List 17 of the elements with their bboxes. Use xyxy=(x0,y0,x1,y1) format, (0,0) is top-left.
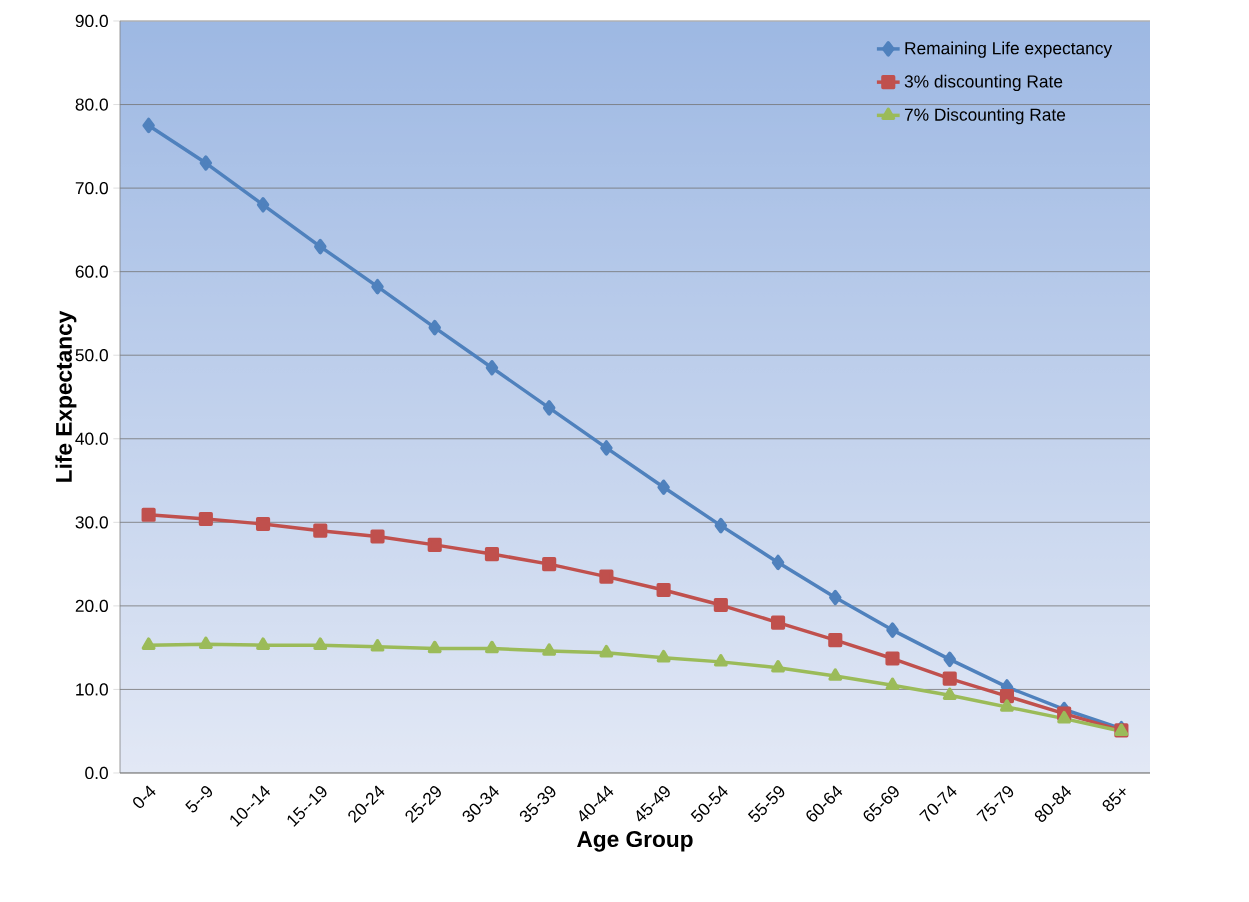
x-tick-label: 5--9 xyxy=(185,786,213,813)
y-tick-label: 60.0 xyxy=(75,265,108,278)
y-tick-label: 0.0 xyxy=(85,766,108,780)
y-tick-label: 40.0 xyxy=(75,432,108,445)
x-axis-title: Age Group xyxy=(577,831,693,852)
y-tick-label: 50.0 xyxy=(75,349,108,362)
y-tick-label: 10.0 xyxy=(76,683,108,696)
y-tick-label: 20.0 xyxy=(75,599,108,613)
legend-label: 3% discounting Rate xyxy=(904,74,1063,92)
y-tick-label: 90.0 xyxy=(75,14,108,28)
y-tick-label: 70.0 xyxy=(75,181,108,195)
x-tick-label: 0-4 xyxy=(133,785,156,808)
legend-label: 7% Discounting Rate xyxy=(904,108,1066,125)
y-tick-label: 80.0 xyxy=(75,98,108,111)
y-tick-label: 30.0 xyxy=(75,516,108,529)
legend-label: Remaining Life expectancy xyxy=(905,41,1113,58)
x-tick-label: 85+ xyxy=(1102,788,1126,812)
